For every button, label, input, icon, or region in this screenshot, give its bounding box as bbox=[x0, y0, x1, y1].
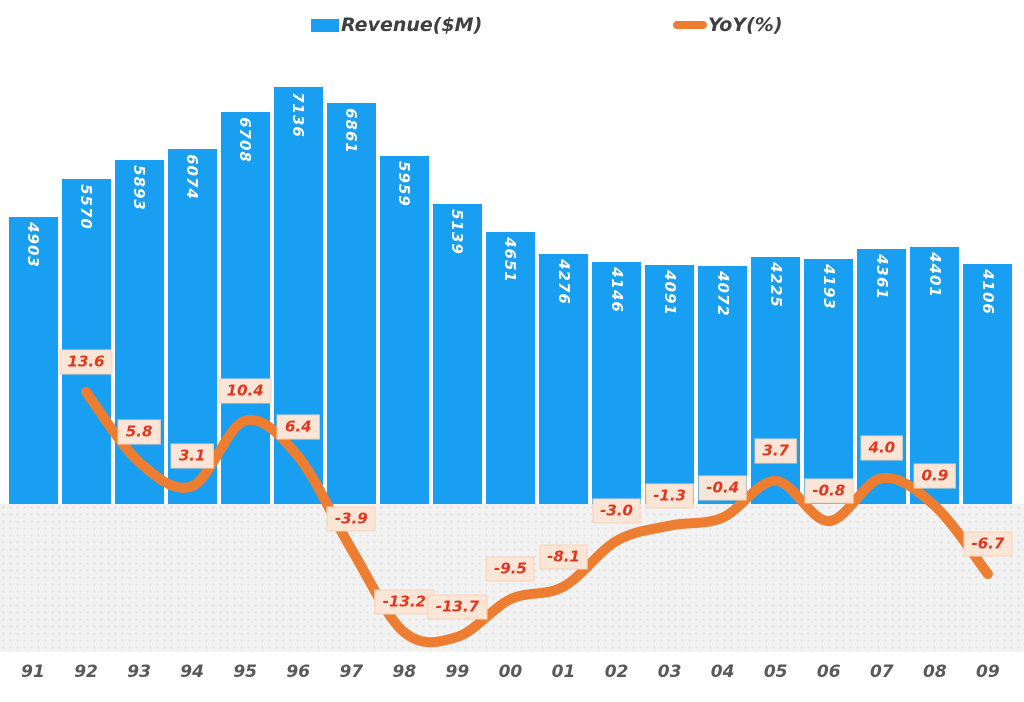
revenue-bar-01 bbox=[539, 254, 588, 504]
yoy-swatch-icon bbox=[673, 21, 707, 29]
yoy-value-label: -13.2 bbox=[374, 589, 434, 615]
x-axis-label: 96 bbox=[286, 662, 311, 682]
yoy-value-label: -3.9 bbox=[326, 506, 376, 532]
x-axis-label: 97 bbox=[339, 662, 364, 682]
x-axis-label: 00 bbox=[498, 662, 523, 682]
revenue-bar-08 bbox=[910, 246, 960, 504]
bar-value-label: 6708 bbox=[236, 117, 255, 163]
bar-value-label: 4401 bbox=[925, 251, 944, 298]
yoy-value-label: -0.4 bbox=[698, 475, 748, 501]
bar-value-label: 6861 bbox=[342, 108, 361, 154]
bar-value-label: 5139 bbox=[448, 208, 467, 255]
revenue-bar-92 bbox=[61, 178, 111, 504]
revenue-bar-97 bbox=[326, 103, 376, 504]
bar-value-label: 4651 bbox=[501, 237, 520, 284]
x-axis-label: 99 bbox=[445, 662, 470, 682]
yoy-line bbox=[81, 387, 993, 648]
bar-value-label: 4091 bbox=[660, 270, 679, 316]
revenue-bar-07 bbox=[857, 249, 907, 504]
x-axis-label: 05 bbox=[763, 662, 788, 682]
bar-value-label: 4276 bbox=[554, 259, 573, 305]
bar-value-label: 5959 bbox=[395, 160, 414, 207]
revenue-bar-09 bbox=[963, 264, 1013, 504]
x-axis-label: 94 bbox=[180, 662, 204, 682]
x-axis-label: 09 bbox=[976, 662, 1000, 682]
yoy-value-label: -8.1 bbox=[539, 544, 588, 570]
x-axis-label: 02 bbox=[604, 662, 629, 682]
bar-value-label: 4072 bbox=[713, 271, 732, 317]
yoy-value-label: -9.5 bbox=[486, 556, 535, 582]
revenue-bar-02 bbox=[592, 261, 642, 504]
x-axis-label: 07 bbox=[869, 662, 894, 682]
x-axis-label: 08 bbox=[923, 662, 947, 682]
bar-value-label: 4225 bbox=[766, 262, 785, 308]
revenue-bar-99 bbox=[432, 203, 482, 504]
x-axis-label: 98 bbox=[392, 662, 417, 682]
yoy-value-label: 3.1 bbox=[170, 443, 214, 469]
yoy-value-label: -13.7 bbox=[427, 594, 488, 620]
revenue-bar-03 bbox=[645, 264, 695, 504]
bar-value-label: 4106 bbox=[978, 269, 997, 315]
yoy-value-label: 10.4 bbox=[218, 378, 272, 404]
bar-value-label: 4361 bbox=[872, 254, 891, 301]
x-axis-label: 91 bbox=[21, 662, 45, 682]
x-axis-label: 06 bbox=[816, 662, 841, 682]
legend-yoy-label: YoY(%) bbox=[708, 14, 783, 36]
yoy-value-label: -3.0 bbox=[592, 498, 641, 524]
legend-item-yoy: YoY(%) bbox=[673, 12, 783, 38]
bar-value-label: 6074 bbox=[183, 154, 202, 200]
x-axis-label: 03 bbox=[657, 662, 682, 682]
legend-item-revenue: Revenue($M) bbox=[311, 12, 482, 38]
yoy-value-label: -1.3 bbox=[645, 483, 694, 509]
bar-value-label: 5570 bbox=[77, 183, 96, 230]
x-axis-label: 01 bbox=[551, 662, 576, 682]
yoy-value-label: 13.6 bbox=[59, 349, 113, 375]
yoy-value-label: 6.4 bbox=[276, 414, 320, 440]
yoy-value-label: 5.8 bbox=[117, 419, 161, 445]
yoy-value-label: 0.9 bbox=[913, 463, 957, 489]
revenue-bar-91 bbox=[8, 217, 58, 504]
x-axis-label: 04 bbox=[710, 662, 735, 682]
revenue-bar-98 bbox=[379, 155, 429, 504]
x-axis-label: 95 bbox=[233, 662, 258, 682]
bar-value-label: 4193 bbox=[819, 264, 838, 310]
yoy-value-label: 4.0 bbox=[860, 435, 904, 461]
x-axis-label: 92 bbox=[74, 662, 98, 682]
revenue-bar-00 bbox=[485, 232, 535, 504]
revenue-swatch-icon bbox=[311, 18, 339, 32]
yoy-value-label: 3.7 bbox=[754, 438, 797, 464]
legend-revenue-label: Revenue($M) bbox=[341, 14, 483, 36]
x-axis-label: 93 bbox=[127, 662, 151, 682]
revenue-bar-06 bbox=[804, 258, 854, 504]
revenue-bar-04 bbox=[698, 266, 748, 504]
bar-value-label: 7136 bbox=[289, 92, 308, 138]
yoy-value-label: -0.8 bbox=[804, 478, 854, 504]
yoy-value-label: -6.7 bbox=[963, 531, 1013, 557]
bar-value-label: 4146 bbox=[607, 266, 626, 313]
bar-value-label: 5893 bbox=[130, 164, 149, 211]
bar-value-label: 4903 bbox=[24, 222, 42, 269]
